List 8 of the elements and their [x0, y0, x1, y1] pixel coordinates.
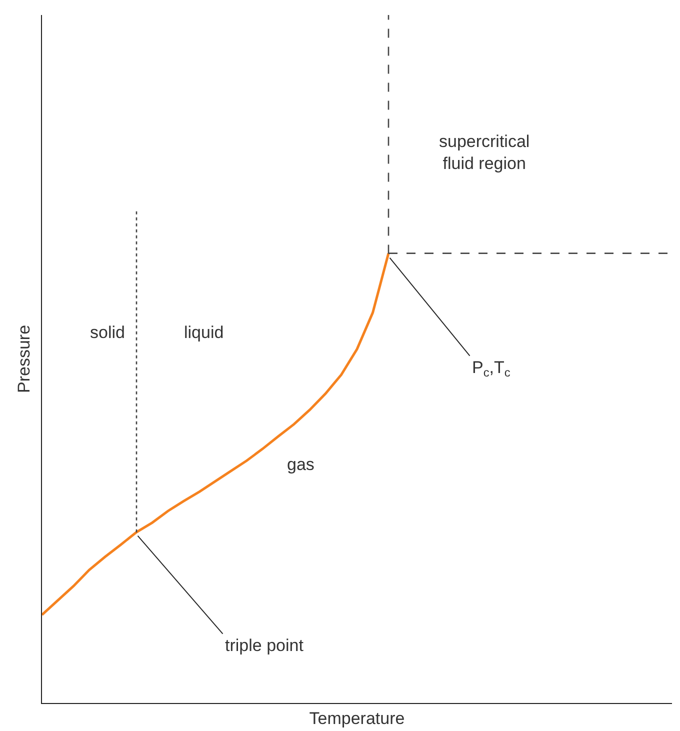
annotation: gas: [287, 455, 314, 474]
annotation: solid: [90, 323, 125, 342]
annotation: P$_{c}$,T$_{c}$: [472, 358, 510, 380]
x-axis-title: Temperature: [309, 708, 405, 728]
annotation: liquid: [184, 323, 224, 342]
y-axis-title: Pressure: [14, 324, 34, 394]
annotation: triple point: [225, 636, 304, 655]
text: supercritical fluid region: [439, 132, 530, 174]
